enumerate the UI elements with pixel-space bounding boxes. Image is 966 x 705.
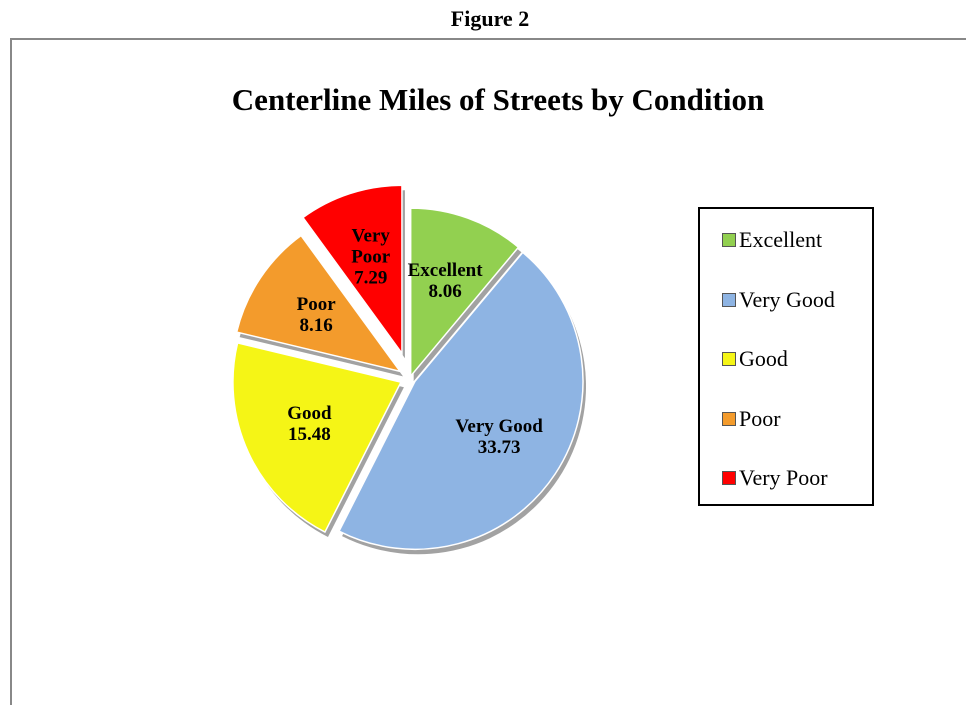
figure-caption: Figure 2 — [450, 6, 530, 31]
legend-item: Very Good — [722, 287, 835, 313]
slice-label: Excellent 8.06 — [390, 260, 500, 302]
slice-label-value: 33.73 — [477, 436, 521, 458]
legend-swatch — [722, 411, 736, 426]
legend-item: Very Poor — [722, 465, 828, 491]
slice-label-value: 15.48 — [288, 424, 331, 446]
legend-item: Excellent — [722, 227, 822, 253]
legend-label: Very Poor — [739, 465, 828, 490]
chart-title: Centerline Miles of Streets by Condition — [231, 82, 765, 117]
legend-swatch — [722, 352, 736, 366]
slice-label-name: Very Poor — [351, 225, 391, 268]
slice-label: Poor 8.16 — [281, 294, 351, 336]
legend-swatch — [722, 292, 736, 307]
slice — [235, 234, 402, 373]
chart-frame — [10, 38, 966, 705]
legend-label: Poor — [739, 405, 781, 431]
slice — [338, 251, 584, 550]
legend-swatch — [722, 233, 736, 247]
legend-item: Good — [722, 346, 788, 372]
legend-label: Excellent — [739, 227, 823, 252]
slice-label: Very Poor 7.29 — [346, 226, 396, 289]
slice-label-value: 8.06 — [428, 281, 462, 303]
legend-label: Good — [739, 346, 788, 371]
legend: Excellent Very Good Good Poor Very Poor — [698, 207, 874, 506]
slice-label: Very Good 33.73 — [429, 416, 569, 458]
slice-label-value: 8.16 — [299, 315, 333, 337]
legend-swatch — [722, 471, 736, 485]
slice — [301, 184, 403, 356]
slice-label-name: Good — [287, 403, 332, 425]
slice-label: Good 15.48 — [269, 403, 349, 445]
slice-label-name: Excellent — [407, 260, 483, 282]
slice-label-name: Very Good — [455, 415, 543, 437]
slice — [409, 207, 520, 379]
slice-label-value: 7.29 — [354, 267, 388, 289]
legend-item: Poor — [722, 406, 781, 432]
slice-label-name: Poor — [296, 294, 336, 316]
slice — [232, 342, 403, 534]
legend-label: Very Good — [739, 286, 835, 312]
